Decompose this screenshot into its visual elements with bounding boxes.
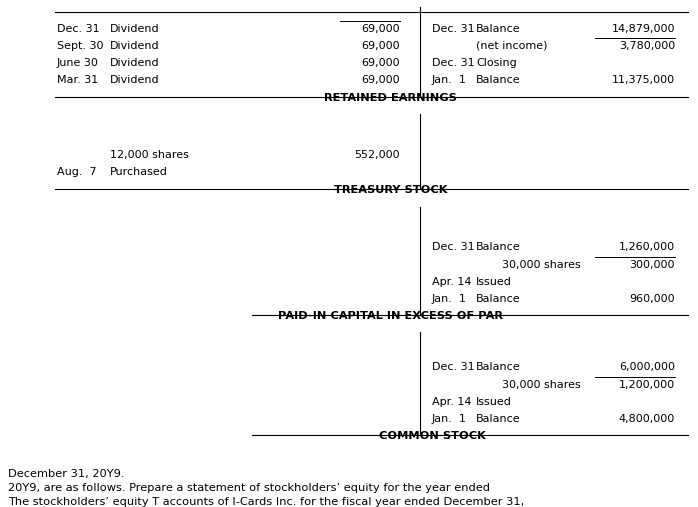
Text: 69,000: 69,000 bbox=[362, 75, 400, 85]
Text: Dec. 31: Dec. 31 bbox=[432, 362, 475, 372]
Text: Purchased: Purchased bbox=[110, 167, 168, 177]
Text: 4,800,000: 4,800,000 bbox=[618, 414, 675, 424]
Text: 6,000,000: 6,000,000 bbox=[619, 362, 675, 372]
Text: Dividend: Dividend bbox=[110, 41, 160, 51]
Text: 960,000: 960,000 bbox=[630, 294, 675, 304]
Text: Sept. 30: Sept. 30 bbox=[57, 41, 103, 51]
Text: Dec. 31: Dec. 31 bbox=[432, 58, 475, 68]
Text: Dec. 31: Dec. 31 bbox=[57, 24, 100, 34]
Text: 1,260,000: 1,260,000 bbox=[619, 242, 675, 252]
Text: 20Y9, are as follows. Prepare a statement of stockholders’ equity for the year e: 20Y9, are as follows. Prepare a statemen… bbox=[8, 483, 490, 493]
Text: Balance: Balance bbox=[476, 362, 521, 372]
Text: (net income): (net income) bbox=[476, 41, 547, 51]
Text: Dividend: Dividend bbox=[110, 58, 160, 68]
Text: 552,000: 552,000 bbox=[355, 150, 400, 160]
Text: Aug.  7: Aug. 7 bbox=[57, 167, 96, 177]
Text: Dividend: Dividend bbox=[110, 24, 160, 34]
Text: Issued: Issued bbox=[476, 277, 512, 287]
Text: Balance: Balance bbox=[476, 294, 521, 304]
Text: RETAINED EARNINGS: RETAINED EARNINGS bbox=[325, 93, 457, 103]
Text: Jan.  1: Jan. 1 bbox=[432, 294, 467, 304]
Text: 12,000 shares: 12,000 shares bbox=[110, 150, 189, 160]
Text: Dec. 31: Dec. 31 bbox=[432, 242, 475, 252]
Text: 69,000: 69,000 bbox=[362, 24, 400, 34]
Text: The stockholders’ equity T accounts of I-Cards Inc. for the fiscal year ended De: The stockholders’ equity T accounts of I… bbox=[8, 497, 524, 507]
Text: Jan.  1: Jan. 1 bbox=[432, 75, 467, 85]
Text: PAID-IN CAPITAL IN EXCESS OF PAR: PAID-IN CAPITAL IN EXCESS OF PAR bbox=[279, 311, 503, 321]
Text: Apr. 14: Apr. 14 bbox=[432, 277, 472, 287]
Text: December 31, 20Y9.: December 31, 20Y9. bbox=[8, 469, 124, 479]
Text: 30,000 shares: 30,000 shares bbox=[502, 380, 581, 390]
Text: 14,879,000: 14,879,000 bbox=[611, 24, 675, 34]
Text: Dec. 31: Dec. 31 bbox=[432, 24, 475, 34]
Text: Balance: Balance bbox=[476, 24, 521, 34]
Text: Balance: Balance bbox=[476, 242, 521, 252]
Text: Issued: Issued bbox=[476, 397, 512, 407]
Text: Mar. 31: Mar. 31 bbox=[57, 75, 98, 85]
Text: 3,780,000: 3,780,000 bbox=[618, 41, 675, 51]
Text: 69,000: 69,000 bbox=[362, 58, 400, 68]
Text: June 30: June 30 bbox=[57, 58, 99, 68]
Text: Balance: Balance bbox=[476, 414, 521, 424]
Text: 69,000: 69,000 bbox=[362, 41, 400, 51]
Text: TREASURY STOCK: TREASURY STOCK bbox=[334, 185, 447, 195]
Text: Balance: Balance bbox=[476, 75, 521, 85]
Text: 300,000: 300,000 bbox=[630, 260, 675, 270]
Text: Jan.  1: Jan. 1 bbox=[432, 414, 467, 424]
Text: 30,000 shares: 30,000 shares bbox=[502, 260, 581, 270]
Text: Closing: Closing bbox=[476, 58, 517, 68]
Text: COMMON STOCK: COMMON STOCK bbox=[379, 431, 487, 441]
Text: Dividend: Dividend bbox=[110, 75, 160, 85]
Text: 11,375,000: 11,375,000 bbox=[612, 75, 675, 85]
Text: 1,200,000: 1,200,000 bbox=[619, 380, 675, 390]
Text: Apr. 14: Apr. 14 bbox=[432, 397, 472, 407]
